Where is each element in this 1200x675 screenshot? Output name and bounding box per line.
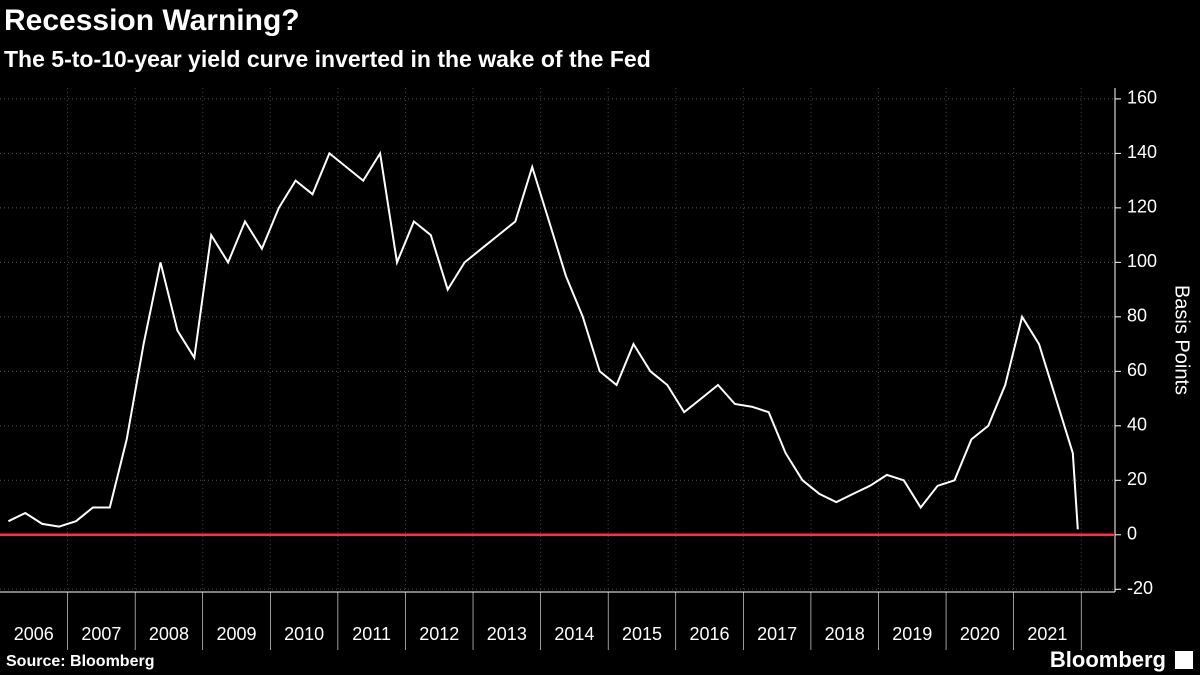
y-tick-label: 160: [1127, 88, 1157, 108]
y-tick-label: -20: [1127, 578, 1153, 598]
y-tick-label: 80: [1127, 306, 1147, 326]
y-tick-label: 120: [1127, 197, 1157, 217]
x-tick-label: 2010: [284, 624, 324, 644]
brand: Bloomberg: [1050, 647, 1166, 672]
x-tick-label: 2017: [757, 624, 797, 644]
y-tick-label: 60: [1127, 360, 1147, 380]
y-tick-label: 140: [1127, 142, 1157, 162]
series-line: [7, 150, 1079, 530]
brand-icon: [1175, 651, 1193, 669]
x-tick-label: 2020: [960, 624, 1000, 644]
x-tick-label: 2014: [554, 624, 594, 644]
x-tick-label: 2008: [149, 624, 189, 644]
x-tick-label: 2015: [622, 624, 662, 644]
x-tick-label: 2007: [81, 624, 121, 644]
x-tick-label: 2013: [487, 624, 527, 644]
y-tick-label: 100: [1127, 251, 1157, 271]
x-tick-label: 2006: [14, 624, 54, 644]
chart-title: Recession Warning?: [4, 4, 300, 37]
x-tick-label: 2021: [1027, 624, 1067, 644]
y-tick-label: 40: [1127, 415, 1147, 435]
chart-subtitle: The 5-to-10-year yield curve inverted in…: [4, 46, 651, 72]
y-axis-label: Basis Points: [1171, 285, 1193, 395]
x-tick-label: 2018: [825, 624, 865, 644]
x-tick-label: 2019: [892, 624, 932, 644]
y-tick-label: 20: [1127, 469, 1147, 489]
x-tick-label: 2011: [352, 624, 391, 644]
x-tick-label: 2016: [690, 624, 730, 644]
y-tick-label: 0: [1127, 524, 1137, 544]
x-tick-label: 2012: [419, 624, 459, 644]
source: Source: Bloomberg: [6, 653, 154, 670]
x-tick-label: 2009: [216, 624, 256, 644]
